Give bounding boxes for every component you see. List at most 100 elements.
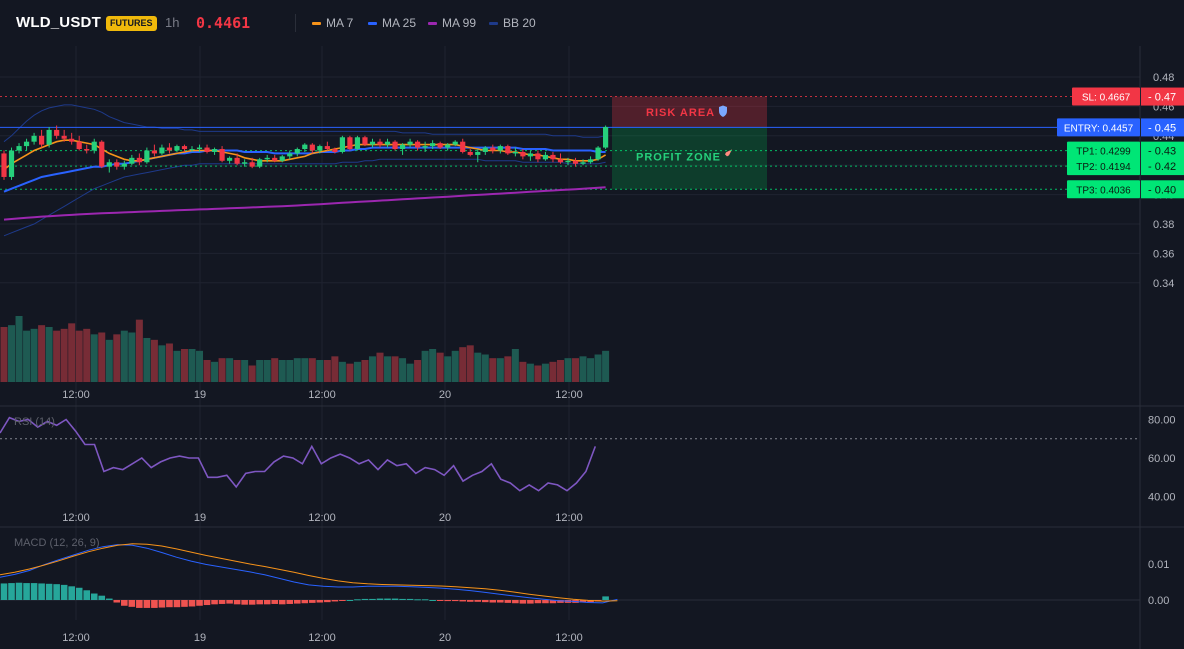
macd-histogram-bar bbox=[414, 599, 421, 601]
candle-body bbox=[287, 153, 293, 157]
volume-bar bbox=[113, 334, 121, 382]
volume-bar bbox=[143, 338, 151, 382]
candle-body bbox=[475, 151, 481, 155]
candle-body bbox=[384, 141, 391, 145]
candle-body bbox=[227, 157, 233, 161]
candle-body bbox=[204, 147, 210, 152]
candle-body bbox=[362, 137, 368, 145]
candle-body bbox=[189, 149, 195, 151]
macd-histogram-bar bbox=[316, 600, 324, 603]
candle-body bbox=[452, 141, 458, 145]
macd-histogram-bar bbox=[489, 600, 497, 603]
volume-bar bbox=[120, 330, 128, 382]
volume-bar bbox=[534, 365, 542, 382]
volume-bar bbox=[135, 319, 143, 382]
macd-histogram-bar bbox=[113, 600, 121, 603]
macd-histogram-bar bbox=[579, 600, 587, 603]
entry-axis-box bbox=[1141, 118, 1184, 137]
legend-ma25-label: MA 25 bbox=[382, 16, 417, 30]
candle-body bbox=[415, 141, 421, 148]
candle-body bbox=[339, 137, 345, 152]
macd-histogram-bar bbox=[481, 600, 489, 603]
entry-tag-label: ENTRY: 0.4457 bbox=[1064, 123, 1134, 134]
volume-bar bbox=[8, 325, 16, 382]
volume-bar bbox=[481, 354, 489, 382]
candlesticks bbox=[1, 125, 609, 180]
macd-histogram-bar bbox=[587, 600, 594, 603]
volume-bar bbox=[23, 330, 31, 382]
timeframe-selector[interactable]: 1h bbox=[165, 15, 180, 30]
macd-histogram-bar bbox=[188, 600, 196, 607]
time-tick-label: 12:00 bbox=[308, 389, 336, 401]
candle-body bbox=[445, 144, 451, 148]
candle-body bbox=[54, 129, 60, 136]
macd-histogram-bar bbox=[0, 583, 8, 600]
macd-histogram-bar bbox=[90, 593, 98, 600]
macd-histogram-bar bbox=[23, 583, 30, 600]
candle-body bbox=[512, 151, 518, 154]
volume-bar bbox=[602, 350, 610, 382]
volume-bar bbox=[45, 327, 53, 382]
volume-bar bbox=[391, 356, 399, 382]
time-tick-label: 12:00 bbox=[62, 632, 90, 644]
volume-bar bbox=[399, 358, 407, 382]
macd-histogram-bar bbox=[519, 600, 527, 604]
candle-body bbox=[31, 135, 37, 142]
volume-bar bbox=[338, 361, 346, 382]
macd-histogram-bar bbox=[75, 587, 83, 600]
volume-bar bbox=[180, 349, 188, 382]
legend-bb20[interactable]: BB 20 bbox=[489, 16, 536, 30]
time-tick-label: 12:00 bbox=[308, 632, 336, 644]
macd-histogram-bar bbox=[143, 600, 151, 608]
macd-histogram-bar bbox=[203, 600, 211, 606]
legend-ma7[interactable]: MA 7 bbox=[312, 16, 353, 30]
candle-body bbox=[174, 146, 180, 151]
macd-histogram-bar bbox=[429, 600, 436, 601]
entry-axis-label: - 0.45 bbox=[1148, 122, 1176, 134]
sl-axis-box bbox=[1141, 87, 1184, 106]
volume-bar bbox=[421, 350, 429, 382]
candle-body bbox=[557, 159, 564, 163]
symbol-name[interactable]: WLD_USDT bbox=[16, 14, 101, 31]
macd-histogram-bar bbox=[151, 600, 158, 608]
candle-body bbox=[129, 157, 135, 164]
legend-ma25[interactable]: MA 25 bbox=[368, 16, 416, 30]
volume-bar bbox=[376, 352, 384, 382]
time-tick-label: 20 bbox=[439, 512, 451, 524]
tp-axis-label: - 0.40 bbox=[1148, 184, 1176, 196]
legend-ma99[interactable]: MA 99 bbox=[428, 16, 476, 30]
macd-histogram-bar bbox=[361, 598, 369, 600]
price-tick-label: 0.48 bbox=[1153, 72, 1174, 84]
candle-body bbox=[16, 146, 22, 151]
candle-body bbox=[249, 162, 255, 167]
macd-histogram-bar bbox=[181, 600, 188, 607]
volume-bar bbox=[331, 356, 339, 382]
pane-separators bbox=[0, 46, 1184, 649]
volume-bar bbox=[301, 358, 309, 382]
macd-histogram-bar bbox=[309, 600, 316, 603]
bb-upper-line bbox=[3, 104, 606, 143]
volume-bar bbox=[256, 360, 264, 382]
candle-body bbox=[39, 135, 45, 145]
macd-histogram-bar bbox=[527, 600, 534, 604]
volume-bar bbox=[519, 361, 527, 382]
volume-bar bbox=[504, 356, 512, 382]
volume-bar bbox=[188, 349, 196, 382]
macd-histogram-bar bbox=[421, 599, 429, 601]
macd-histogram-bar bbox=[68, 586, 75, 600]
candle-body bbox=[482, 147, 488, 152]
macd-histogram-bar bbox=[504, 600, 512, 603]
time-tick-label: 19 bbox=[194, 389, 206, 401]
rsi-tick-label: 60.00 bbox=[1148, 453, 1176, 465]
macd-histogram-bar bbox=[391, 598, 399, 600]
macd-histogram-bar bbox=[271, 600, 279, 604]
bb-lower-line bbox=[3, 158, 606, 237]
macd-histogram-bar bbox=[286, 600, 294, 604]
macd-histogram-bar bbox=[121, 600, 128, 606]
grid-lines bbox=[0, 46, 1140, 620]
volume-bar bbox=[271, 358, 279, 382]
volume-bar bbox=[0, 327, 8, 382]
volume-bar bbox=[30, 328, 38, 382]
macd-histogram-bar bbox=[53, 584, 60, 600]
